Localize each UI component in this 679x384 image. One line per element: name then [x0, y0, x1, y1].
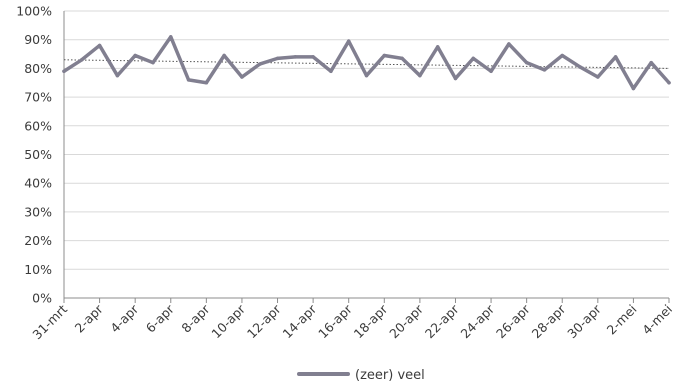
x-tick-label: 4-mei [639, 302, 675, 338]
x-tick-label: 14-apr [280, 301, 320, 341]
y-tick-label: 70% [24, 90, 52, 105]
data-point [613, 55, 618, 59]
plot-area [62, 35, 671, 91]
y-tick-label: 0% [32, 291, 52, 306]
legend: (zeer) veel [297, 368, 425, 383]
y-tick-label: 100% [16, 4, 52, 19]
x-tick-label: 4-apr [107, 301, 142, 336]
data-point [80, 58, 84, 62]
data-point [133, 53, 137, 58]
x-tick-label: 28-apr [529, 301, 569, 341]
y-tick-label: 50% [24, 147, 52, 162]
x-tick-label: 2-mei [604, 302, 640, 338]
data-point [62, 69, 66, 74]
data-point [542, 68, 547, 72]
data-point [524, 60, 529, 65]
x-tick-label: 31-mrt [29, 301, 70, 342]
y-tick-label: 20% [24, 233, 52, 248]
y-tick-label: 40% [24, 176, 52, 191]
x-tick-label: 26-apr [493, 301, 533, 341]
data-point [364, 73, 369, 78]
data-point [471, 56, 476, 61]
legend-label-zeer-veel: (zeer) veel [355, 368, 425, 383]
y-tick-label: 30% [24, 204, 52, 219]
x-tick-label: 24-apr [457, 301, 497, 341]
data-point [418, 73, 422, 78]
x-tick-label: 30-apr [564, 301, 604, 341]
x-axis: 31-mrt 2-apr 4-apr 6-apr 8-apr10-apr12-apr14… [29, 297, 675, 342]
data-point [400, 56, 404, 61]
data-point [169, 35, 173, 39]
x-tick-label: 12-apr [244, 301, 284, 341]
data-point [311, 55, 315, 59]
y-tick-label: 80% [24, 61, 52, 76]
x-tick-label: 22-apr [422, 301, 462, 341]
data-point [240, 75, 244, 79]
data-point [578, 65, 582, 69]
data-point [293, 55, 298, 59]
gridlines [64, 10, 669, 270]
data-point [186, 78, 191, 82]
x-tick-label: 2-apr [72, 301, 107, 336]
data-point [560, 53, 564, 58]
x-tick-label: 6-apr [143, 301, 178, 336]
x-tick-label: 18-apr [351, 301, 391, 341]
data-point [115, 73, 120, 78]
data-point [649, 60, 653, 65]
data-point [222, 53, 226, 58]
data-point [631, 86, 636, 91]
data-point [275, 56, 280, 61]
data-point [257, 62, 262, 66]
series-line-zeer-veel [62, 35, 671, 91]
data-point [435, 45, 440, 49]
data-point [453, 76, 458, 81]
y-tick-label: 90% [24, 32, 52, 47]
data-point [596, 75, 600, 79]
y-axis: 0% 10% 20% 30% 40% 50% 60% 70% 80% 90% 100% [16, 4, 65, 306]
data-point [507, 42, 511, 46]
data-point [204, 81, 209, 85]
data-point [667, 81, 671, 85]
trendline [63, 59, 670, 69]
x-tick-label: 20-apr [386, 301, 426, 341]
x-tick-label: 10-apr [208, 301, 248, 341]
y-tick-label: 60% [24, 118, 52, 133]
data-point [97, 43, 102, 48]
data-point [151, 60, 155, 65]
data-point [346, 39, 351, 43]
x-tick-label: 16-apr [315, 301, 355, 341]
data-point [329, 69, 333, 74]
data-point [382, 53, 387, 58]
data-point [489, 69, 493, 74]
y-tick-label: 10% [24, 262, 52, 277]
